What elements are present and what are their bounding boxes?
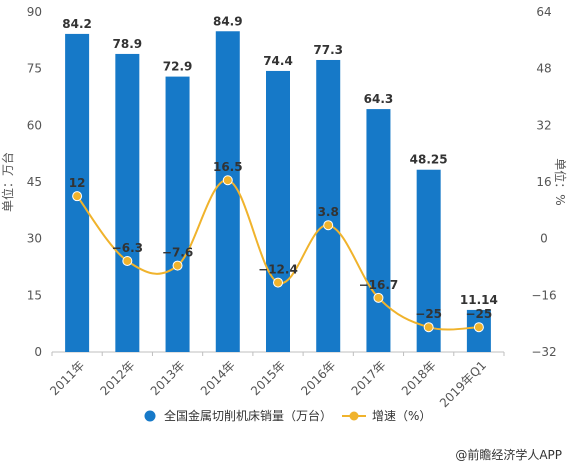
y-right-tick-label: −16 xyxy=(531,288,556,302)
x-tick-label: 2014年 xyxy=(198,358,238,398)
growth-point xyxy=(373,292,384,303)
legend-line-marker xyxy=(349,411,359,421)
bar xyxy=(366,109,391,352)
growth-point xyxy=(222,175,233,186)
y-left-tick-label: 45 xyxy=(27,175,42,189)
growth-value-label: −12.4 xyxy=(258,263,298,277)
bar xyxy=(215,31,240,353)
bar xyxy=(165,76,190,352)
x-tick-label: 2012年 xyxy=(97,358,137,398)
growth-point xyxy=(72,191,83,202)
labels-layer: 84.2 78.9 72.9 84.9 74.4 77.3 64.3 48.25 11.14 12… xyxy=(62,14,498,321)
source-credit: @前瞻经济学人APP xyxy=(455,447,562,462)
y-right-tick-label: 32 xyxy=(536,118,551,132)
growth-value-label: 12 xyxy=(69,176,86,190)
y-right-axis-title: 单位：% xyxy=(553,158,568,205)
y-left-tick-label: 30 xyxy=(27,232,42,246)
growth-value-label: −6.3 xyxy=(112,241,143,255)
bars-layer xyxy=(65,31,491,353)
bar xyxy=(316,59,341,352)
growth-line xyxy=(76,179,479,331)
y-left-tick-label: 60 xyxy=(27,118,42,132)
growth-point xyxy=(423,322,434,333)
y-right-tick-label: 16 xyxy=(536,175,551,189)
growth-value-label: −25 xyxy=(415,307,442,321)
x-tick-label: 2017年 xyxy=(349,358,389,398)
x-tick-label: 2011年 xyxy=(47,358,87,398)
y-left-tick-label: 75 xyxy=(27,62,42,76)
bar-value-label: 72.9 xyxy=(163,60,193,74)
growth-value-label: 3.8 xyxy=(318,205,339,219)
x-tick-label: 2018年 xyxy=(399,358,439,398)
y-right-tick-label: −32 xyxy=(531,345,556,359)
x-tick-label: 2016年 xyxy=(298,358,338,398)
y-left-tick-label: 15 xyxy=(27,288,42,302)
y-right-tick-label: 0 xyxy=(540,232,548,246)
bar-value-label: 78.9 xyxy=(113,37,143,51)
line-layer xyxy=(72,175,484,333)
bar-value-label: 11.14 xyxy=(460,293,498,307)
bar xyxy=(416,169,441,352)
growth-point xyxy=(122,255,133,266)
y-left-tick-label: 0 xyxy=(34,345,42,359)
bar-value-label: 84.9 xyxy=(213,14,243,28)
growth-value-label: −7.6 xyxy=(162,246,193,260)
bar xyxy=(115,53,140,352)
growth-value-label: 16.5 xyxy=(213,160,243,174)
legend-bar-label: 全国金属切削机床销量（万台） xyxy=(164,408,332,423)
x-tick-label: 2019年Q1 xyxy=(437,358,489,410)
y-left-tick-label: 90 xyxy=(27,5,42,19)
x-tick-label: 2015年 xyxy=(248,358,288,398)
growth-point xyxy=(323,220,334,231)
bar xyxy=(266,70,290,352)
growth-value-label: −16.7 xyxy=(359,278,399,292)
bar-value-label: 84.2 xyxy=(62,17,92,31)
y-right-tick-label: 48 xyxy=(536,62,551,76)
x-tick-label: 2013年 xyxy=(148,358,188,398)
bar-value-label: 74.4 xyxy=(263,54,293,68)
bar-value-label: 77.3 xyxy=(313,43,343,57)
legend-line-label: 增速（%） xyxy=(372,409,431,423)
growth-point xyxy=(473,322,484,333)
legend: 全国金属切削机床销量（万台） 增速（%） @前瞻经济学人APP xyxy=(144,408,562,462)
y-right-tick-label: 64 xyxy=(536,5,551,19)
legend-bar-marker xyxy=(144,410,156,422)
growth-point xyxy=(273,277,283,288)
bar-value-label: 48.25 xyxy=(410,153,448,167)
growth-point xyxy=(172,260,183,271)
bar-value-label: 64.3 xyxy=(364,92,394,106)
growth-value-label: −25 xyxy=(466,307,493,321)
y-left-axis-title: 单位：万台 xyxy=(0,152,15,212)
